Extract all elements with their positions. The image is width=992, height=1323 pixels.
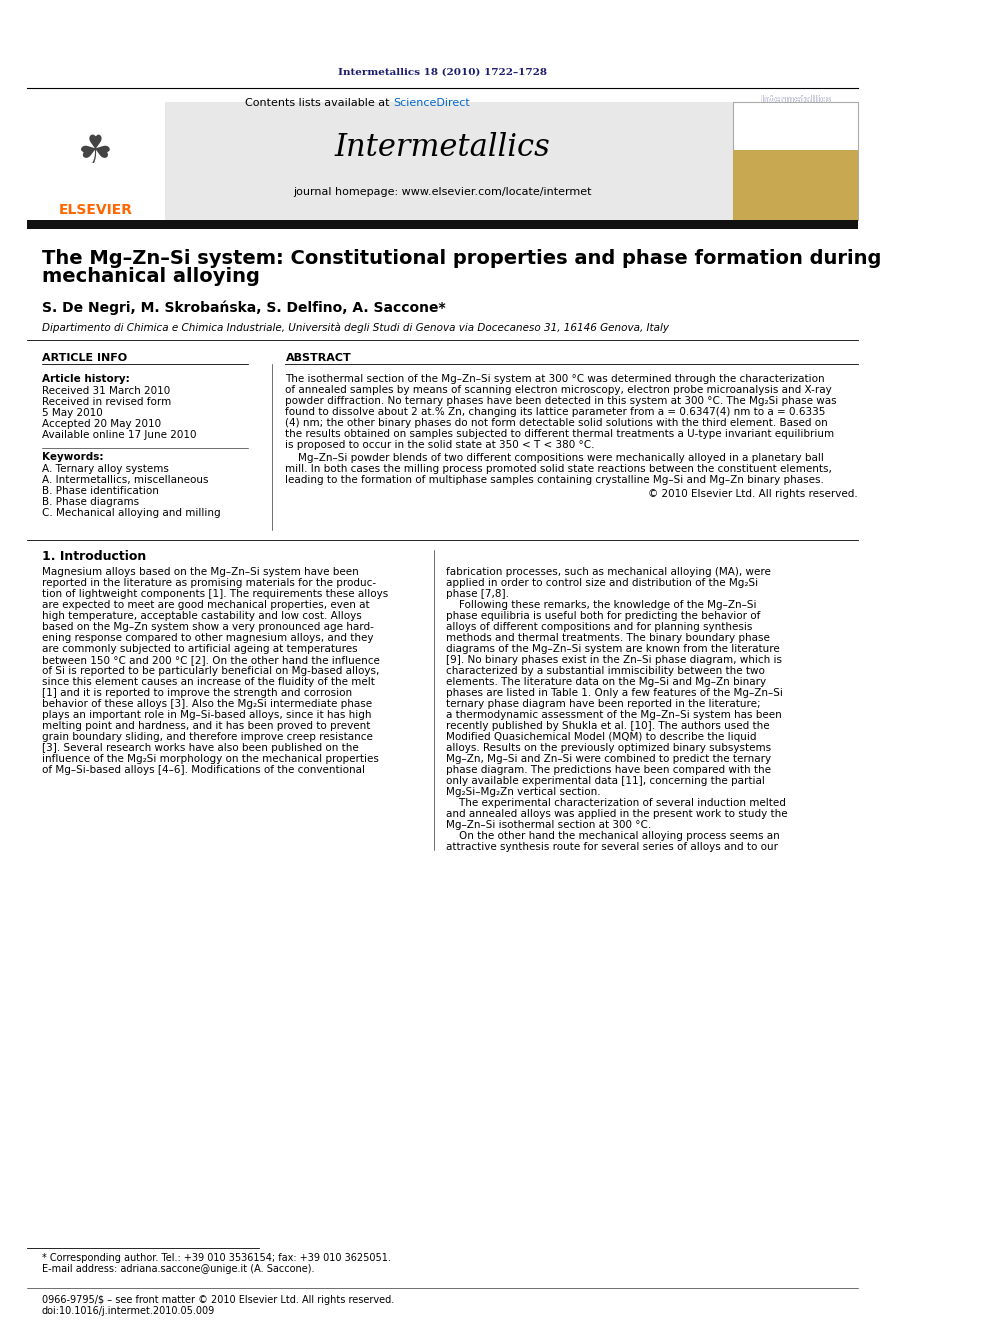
Text: high temperature, acceptable castability and low cost. Alloys: high temperature, acceptable castability… [42,611,362,620]
Text: Mg₂Si–Mg₂Zn vertical section.: Mg₂Si–Mg₂Zn vertical section. [446,787,601,796]
Text: found to dissolve about 2 at.% Zn, changing its lattice parameter from a = 0.634: found to dissolve about 2 at.% Zn, chang… [286,407,826,417]
Text: recently published by Shukla et al. [10]. The authors used the: recently published by Shukla et al. [10]… [446,721,770,732]
Text: fabrication processes, such as mechanical alloying (MA), were: fabrication processes, such as mechanica… [446,568,771,577]
Text: ternary phase diagram have been reported in the literature;: ternary phase diagram have been reported… [446,699,761,709]
Text: Received 31 March 2010: Received 31 March 2010 [42,386,171,396]
Text: Available online 17 June 2010: Available online 17 June 2010 [42,430,196,441]
Text: based on the Mg–Zn system show a very pronounced age hard-: based on the Mg–Zn system show a very pr… [42,622,374,632]
Text: mechanical alloying: mechanical alloying [42,267,260,287]
Text: On the other hand the mechanical alloying process seems an: On the other hand the mechanical alloyin… [446,831,780,841]
FancyBboxPatch shape [27,102,165,220]
Text: of annealed samples by means of scanning electron microscopy, electron probe mic: of annealed samples by means of scanning… [286,385,832,396]
Text: Magnesium alloys based on the Mg–Zn–Si system have been: Magnesium alloys based on the Mg–Zn–Si s… [42,568,359,577]
Text: is proposed to occur in the solid state at 350 < T < 380 °C.: is proposed to occur in the solid state … [286,441,595,450]
Text: only available experimental data [11], concerning the partial: only available experimental data [11], c… [446,777,765,786]
Text: are commonly subjected to artificial ageing at temperatures: are commonly subjected to artificial age… [42,644,357,654]
Text: phase [7,8].: phase [7,8]. [446,589,509,599]
Text: are expected to meet are good mechanical properties, even at: are expected to meet are good mechanical… [42,601,370,610]
Bar [733,149,858,210]
Text: phase equilibria is useful both for predicting the behavior of: phase equilibria is useful both for pred… [446,611,761,620]
Text: Contents lists available at: Contents lists available at [245,98,393,108]
Text: 5 May 2010: 5 May 2010 [42,407,103,418]
Text: leading to the formation of multiphase samples containing crystalline Mg–Si and : leading to the formation of multiphase s… [286,475,824,486]
Text: phases are listed in Table 1. Only a few features of the Mg–Zn–Si: phases are listed in Table 1. Only a few… [446,688,783,699]
Text: Intermetallics: Intermetallics [760,95,831,105]
Text: of Mg–Si-based alloys [4–6]. Modifications of the conventional: of Mg–Si-based alloys [4–6]. Modificatio… [42,765,365,775]
Text: S. De Negri, M. Skrobańska, S. Delfino, A. Saccone*: S. De Negri, M. Skrobańska, S. Delfino, … [42,300,445,315]
Text: 1. Introduction: 1. Introduction [42,549,146,562]
Text: ABSTRACT: ABSTRACT [286,353,351,363]
Text: B. Phase identification: B. Phase identification [42,486,159,496]
Text: since this element causes an increase of the fluidity of the melt: since this element causes an increase of… [42,677,375,687]
Text: ARTICLE INFO: ARTICLE INFO [42,353,127,363]
Text: ELSEVIER: ELSEVIER [59,202,133,217]
Text: * Corresponding author. Tel.: +39 010 3536154; fax: +39 010 3625051.: * Corresponding author. Tel.: +39 010 35… [42,1253,391,1263]
Text: Received in revised form: Received in revised form [42,397,172,407]
Text: between 150 °C and 200 °C [2]. On the other hand the influence: between 150 °C and 200 °C [2]. On the ot… [42,655,380,665]
Text: 0966-9795/$ – see front matter © 2010 Elsevier Ltd. All rights reserved.: 0966-9795/$ – see front matter © 2010 El… [42,1295,394,1304]
Text: mill. In both cases the milling process promoted solid state reactions between t: mill. In both cases the milling process … [286,464,832,474]
Text: © 2010 Elsevier Ltd. All rights reserved.: © 2010 Elsevier Ltd. All rights reserved… [649,490,858,499]
Text: a thermodynamic assessment of the Mg–Zn–Si system has been: a thermodynamic assessment of the Mg–Zn–… [446,710,782,720]
Text: Modified Quasichemical Model (MQM) to describe the liquid: Modified Quasichemical Model (MQM) to de… [446,732,757,742]
FancyBboxPatch shape [27,102,858,220]
Text: Intermetallics: Intermetallics [334,132,551,164]
FancyBboxPatch shape [733,102,858,220]
Text: journal homepage: www.elsevier.com/locate/intermet: journal homepage: www.elsevier.com/locat… [294,187,592,197]
Text: and annealed alloys was applied in the present work to study the: and annealed alloys was applied in the p… [446,808,788,819]
Text: C. Mechanical alloying and milling: C. Mechanical alloying and milling [42,508,220,519]
Text: reported in the literature as promising materials for the produc-: reported in the literature as promising … [42,578,376,587]
Text: Following these remarks, the knowledge of the Mg–Zn–Si: Following these remarks, the knowledge o… [446,601,757,610]
Text: influence of the Mg₂Si morphology on the mechanical properties: influence of the Mg₂Si morphology on the… [42,754,379,763]
Text: applied in order to control size and distribution of the Mg₂Si: applied in order to control size and dis… [446,578,758,587]
Text: Intermetallics: Intermetallics [760,95,831,105]
Text: Dipartimento di Chimica e Chimica Industriale, Università degli Studi di Genova : Dipartimento di Chimica e Chimica Indust… [42,323,669,333]
Text: attractive synthesis route for several series of alloys and to our: attractive synthesis route for several s… [446,841,778,852]
Text: phase diagram. The predictions have been compared with the: phase diagram. The predictions have been… [446,765,771,775]
Text: diagrams of the Mg–Zn–Si system are known from the literature: diagrams of the Mg–Zn–Si system are know… [446,644,780,654]
Text: powder diffraction. No ternary phases have been detected in this system at 300 °: powder diffraction. No ternary phases ha… [286,396,837,406]
Text: methods and thermal treatments. The binary boundary phase: methods and thermal treatments. The bina… [446,632,770,643]
Text: ening response compared to other magnesium alloys, and they: ening response compared to other magnesi… [42,632,373,643]
Text: plays an important role in Mg–Si-based alloys, since it has high: plays an important role in Mg–Si-based a… [42,710,371,720]
Text: A. Ternary alloy systems: A. Ternary alloy systems [42,464,169,474]
Text: alloys of different compositions and for planning synthesis: alloys of different compositions and for… [446,622,753,632]
Text: Mg–Zn, Mg–Si and Zn–Si were combined to predict the ternary: Mg–Zn, Mg–Si and Zn–Si were combined to … [446,754,771,763]
Bar [27,220,858,229]
Text: Accepted 20 May 2010: Accepted 20 May 2010 [42,419,161,429]
Text: grain boundary sliding, and therefore improve creep resistance: grain boundary sliding, and therefore im… [42,732,373,742]
Text: alloys. Results on the previously optimized binary subsystems: alloys. Results on the previously optimi… [446,744,771,753]
Text: behavior of these alloys [3]. Also the Mg₂Si intermediate phase: behavior of these alloys [3]. Also the M… [42,699,372,709]
Text: [3]. Several research works have also been published on the: [3]. Several research works have also be… [42,744,359,753]
Text: elements. The literature data on the Mg–Si and Mg–Zn binary: elements. The literature data on the Mg–… [446,677,766,687]
Text: B. Phase diagrams: B. Phase diagrams [42,497,139,507]
Text: ☘: ☘ [78,134,113,171]
Text: [1] and it is reported to improve the strength and corrosion: [1] and it is reported to improve the st… [42,688,352,699]
Text: Mg–Zn–Si powder blends of two different compositions were mechanically alloyed i: Mg–Zn–Si powder blends of two different … [286,452,824,463]
Text: characterized by a substantial immiscibility between the two: characterized by a substantial immiscibi… [446,665,765,676]
Text: melting point and hardness, and it has been proved to prevent: melting point and hardness, and it has b… [42,721,370,732]
Text: The Mg–Zn–Si system: Constitutional properties and phase formation during: The Mg–Zn–Si system: Constitutional prop… [42,249,881,267]
Text: E-mail address: adriana.saccone@unige.it (A. Saccone).: E-mail address: adriana.saccone@unige.it… [42,1263,314,1274]
Bar [733,149,858,220]
Text: A. Intermetallics, miscellaneous: A. Intermetallics, miscellaneous [42,475,208,486]
Text: the results obtained on samples subjected to different thermal treatments a U-ty: the results obtained on samples subjecte… [286,429,834,439]
Text: The experimental characterization of several induction melted: The experimental characterization of sev… [446,798,786,808]
Text: The isothermal section of the Mg–Zn–Si system at 300 °C was determined through t: The isothermal section of the Mg–Zn–Si s… [286,374,825,384]
Text: [9]. No binary phases exist in the Zn–Si phase diagram, which is: [9]. No binary phases exist in the Zn–Si… [446,655,782,665]
Text: tion of lightweight components [1]. The requirements these alloys: tion of lightweight components [1]. The … [42,589,388,599]
Text: (4) nm; the other binary phases do not form detectable solid solutions with the : (4) nm; the other binary phases do not f… [286,418,828,429]
Text: Intermetallics 18 (2010) 1722–1728: Intermetallics 18 (2010) 1722–1728 [338,67,547,77]
Text: ScienceDirect: ScienceDirect [394,98,470,108]
Text: doi:10.1016/j.intermet.2010.05.009: doi:10.1016/j.intermet.2010.05.009 [42,1306,215,1316]
Text: Article history:: Article history: [42,374,130,384]
Text: Mg–Zn–Si isothermal section at 300 °C.: Mg–Zn–Si isothermal section at 300 °C. [446,820,652,830]
Text: Keywords:: Keywords: [42,452,103,462]
Text: of Si is reported to be particularly beneficial on Mg-based alloys,: of Si is reported to be particularly ben… [42,665,379,676]
